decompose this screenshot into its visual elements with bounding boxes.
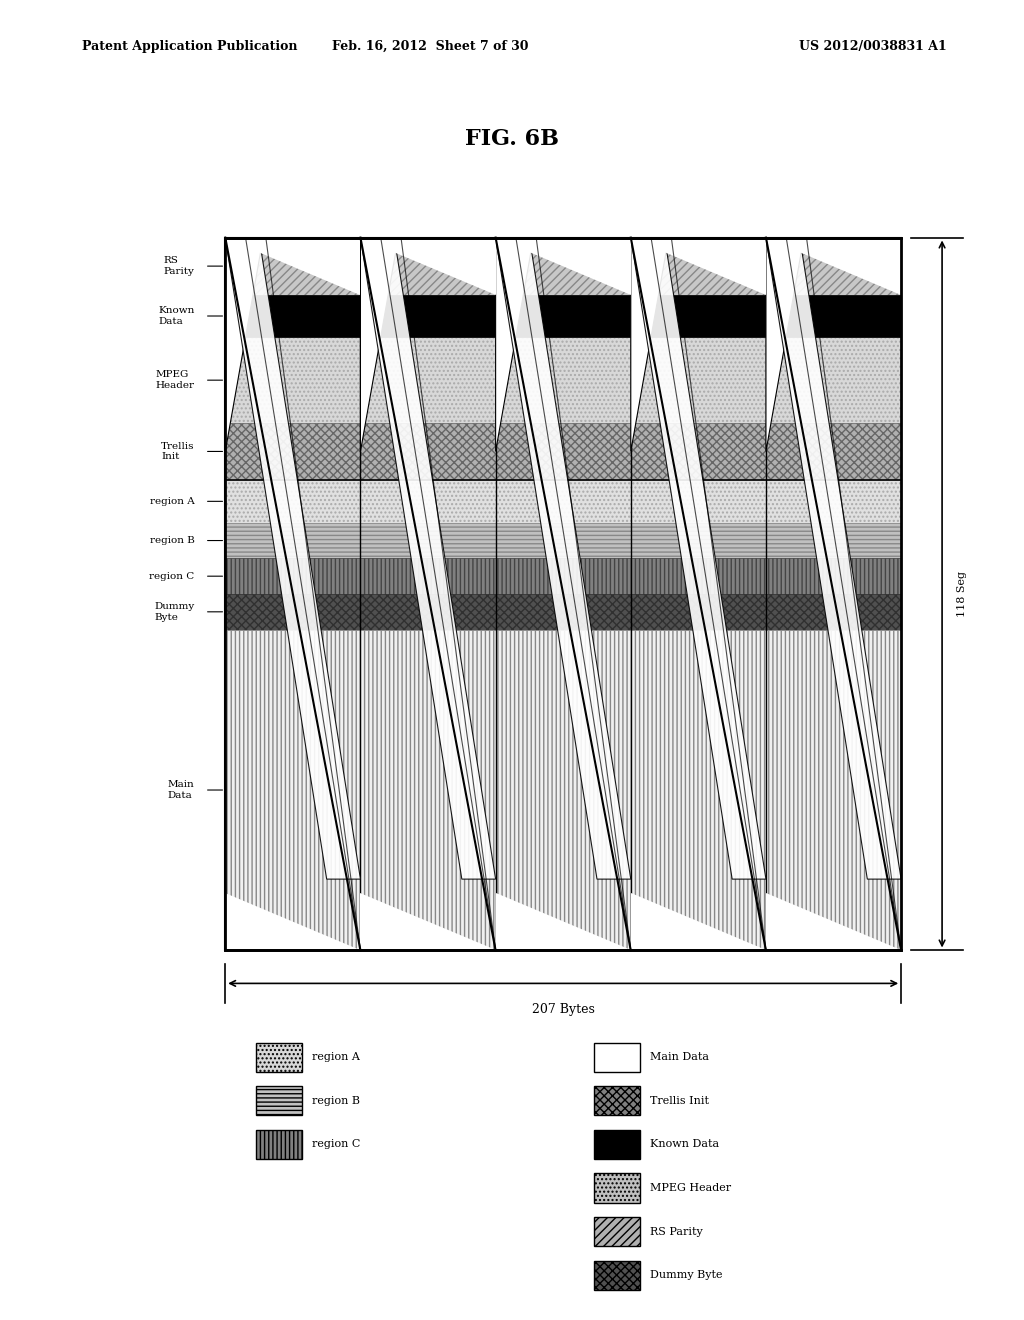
Text: Dummy Byte: Dummy Byte (650, 1270, 723, 1280)
Bar (594, 1217, 640, 1246)
Bar (225, 238, 901, 950)
Polygon shape (631, 238, 669, 451)
Polygon shape (496, 238, 631, 879)
Text: Patent Application Publication: Patent Application Publication (82, 40, 297, 53)
Polygon shape (766, 894, 901, 950)
Polygon shape (496, 894, 631, 950)
Bar (225, 338, 901, 422)
Polygon shape (496, 238, 534, 451)
Text: Trellis
Init: Trellis Init (161, 442, 195, 461)
Polygon shape (225, 238, 263, 451)
Text: Known Data: Known Data (650, 1139, 720, 1150)
Polygon shape (631, 238, 766, 294)
Text: region B: region B (312, 1096, 360, 1106)
Polygon shape (225, 238, 360, 294)
Polygon shape (225, 238, 360, 879)
Text: Main Data: Main Data (650, 1052, 710, 1063)
Bar (225, 523, 901, 558)
Bar (225, 238, 901, 294)
Text: region C: region C (312, 1139, 360, 1150)
Bar (594, 1173, 640, 1203)
Bar (594, 1261, 640, 1290)
Polygon shape (225, 894, 360, 950)
Bar (225, 630, 901, 950)
Text: Trellis Init: Trellis Init (650, 1096, 710, 1106)
Polygon shape (766, 238, 804, 451)
Polygon shape (766, 238, 901, 294)
Bar (225, 294, 901, 338)
Text: region B: region B (150, 536, 195, 545)
Bar (594, 1043, 640, 1072)
Text: region A: region A (312, 1052, 360, 1063)
Text: RS
Parity: RS Parity (164, 256, 195, 276)
Polygon shape (360, 238, 496, 294)
Text: Main
Data: Main Data (168, 780, 195, 800)
Bar (225, 238, 901, 950)
Polygon shape (360, 894, 496, 950)
Polygon shape (360, 238, 398, 451)
Bar (256, 1043, 302, 1072)
Text: RS Parity: RS Parity (650, 1226, 703, 1237)
Text: FIG. 6B: FIG. 6B (465, 128, 559, 149)
Text: MPEG
Header: MPEG Header (156, 371, 195, 389)
Bar (256, 1130, 302, 1159)
Text: MPEG Header: MPEG Header (650, 1183, 731, 1193)
Polygon shape (766, 238, 901, 879)
Text: Feb. 16, 2012  Sheet 7 of 30: Feb. 16, 2012 Sheet 7 of 30 (332, 40, 528, 53)
Text: Dummy
Byte: Dummy Byte (155, 602, 195, 622)
Bar (256, 1086, 302, 1115)
Bar (225, 480, 901, 523)
Text: US 2012/0038831 A1: US 2012/0038831 A1 (799, 40, 946, 53)
Text: 207 Bytes: 207 Bytes (531, 1003, 595, 1016)
Text: 118 Seg: 118 Seg (957, 572, 968, 616)
Polygon shape (496, 238, 631, 294)
Bar (225, 422, 901, 480)
Text: region A: region A (150, 496, 195, 506)
Polygon shape (631, 238, 766, 879)
Bar (594, 1130, 640, 1159)
Bar (225, 558, 901, 594)
Bar (594, 1086, 640, 1115)
Text: Known
Data: Known Data (158, 306, 195, 326)
Polygon shape (360, 238, 496, 879)
Text: region C: region C (150, 572, 195, 581)
Bar (225, 594, 901, 630)
Polygon shape (631, 894, 766, 950)
